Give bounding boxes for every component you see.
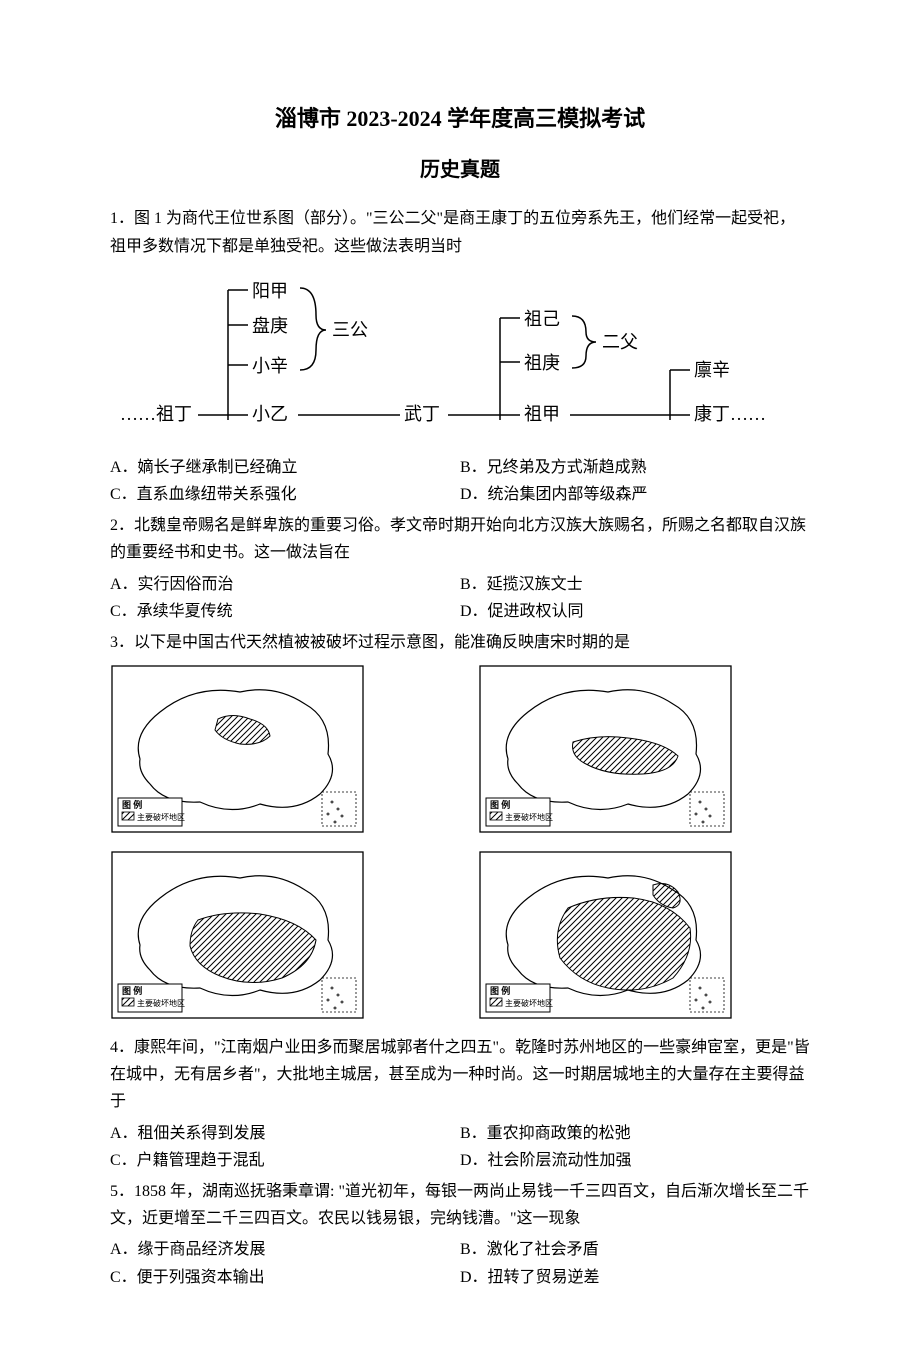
q1-opt-d: D．统治集团内部等级森严 [460, 481, 810, 508]
diag-zujia: 祖甲 [524, 404, 560, 424]
legend-item-b: 主要破坏地区 [505, 812, 553, 822]
q2-opt-b: B．延揽汉族文士 [460, 571, 810, 598]
map-b: 图 例 主要破坏地区 [478, 664, 733, 834]
legend-title-a: 图 例 [122, 799, 142, 810]
legend-item-c: 主要破坏地区 [137, 998, 185, 1008]
q4-opt-b: B．重农抑商政策的松弛 [460, 1120, 810, 1147]
q3-maps: 图 例 主要破坏地区 图 例 主要破坏地区 [110, 664, 810, 1020]
q5-stem: 5．1858 年，湖南巡抚骆秉章谓: "道光初年，每银一两尚止易钱一千三四百文，… [110, 1178, 810, 1232]
diag-zugeng: 祖庚 [524, 353, 560, 373]
diag-erfu: 二父 [602, 332, 638, 352]
q1-options: A．嫡长子继承制已经确立 B．兄终弟及方式渐趋成熟 C．直系血缘纽带关系强化 D… [110, 454, 810, 508]
legend-title-b: 图 例 [490, 799, 510, 810]
q2-options: A．实行因俗而治 B．延揽汉族文士 C．承续华夏传统 D．促进政权认同 [110, 571, 810, 625]
diag-linxin: 廪辛 [694, 360, 730, 380]
diag-wuding: 武丁 [404, 404, 440, 424]
q4-opt-d: D．社会阶层流动性加强 [460, 1147, 810, 1174]
diag-zuji: 祖己 [524, 309, 560, 329]
diag-xiaoyi: 小乙 [252, 404, 288, 424]
q1-opt-b: B．兄终弟及方式渐趋成熟 [460, 454, 810, 481]
legend-item-d: 主要破坏地区 [505, 998, 553, 1008]
diag-yangjia: 阳甲 [252, 281, 288, 301]
q4-opt-a: A．租佃关系得到发展 [110, 1120, 460, 1147]
q2-opt-c: C．承续华夏传统 [110, 598, 460, 625]
q5-opt-a: A．缘于商品经济发展 [110, 1236, 460, 1263]
legend-item-a: 主要破坏地区 [137, 812, 185, 822]
q2-opt-d: D．促进政权认同 [460, 598, 810, 625]
q5-options: A．缘于商品经济发展 B．激化了社会矛盾 C．便于列强资本输出 D．扭转了贸易逆… [110, 1236, 810, 1290]
q4-stem: 4．康熙年间，"江南烟户业田多而聚居城郭者什之四五"。乾隆时苏州地区的一些豪绅宦… [110, 1034, 810, 1116]
diag-zuding-left: ……祖丁 [120, 404, 192, 424]
map-a: 图 例 主要破坏地区 [110, 664, 365, 834]
q1-opt-a: A．嫡长子继承制已经确立 [110, 454, 460, 481]
q1-opt-c: C．直系血缘纽带关系强化 [110, 481, 460, 508]
legend-title-c: 图 例 [122, 985, 142, 996]
map-c: 图 例 主要破坏地区 [110, 850, 365, 1020]
q3-stem: 3．以下是中国古代天然植被被破坏过程示意图，能准确反映唐宋时期的是 [110, 629, 810, 656]
diag-sangong: 三公 [332, 320, 368, 340]
diag-xiaoxin: 小辛 [252, 356, 288, 376]
title-sub: 历史真题 [110, 153, 810, 187]
q2-stem: 2．北魏皇帝赐名是鲜卑族的重要习俗。孝文帝时期开始向北方汉族大族赐名，所赐之名都… [110, 512, 810, 566]
legend-title-d: 图 例 [490, 985, 510, 996]
q1-diagram: ……祖丁 阳甲 盘庚 小辛 小乙 三公 武丁 祖己 祖庚 [110, 270, 810, 440]
q4-options: A．租佃关系得到发展 B．重农抑商政策的松弛 C．户籍管理趋于混乱 D．社会阶层… [110, 1120, 810, 1174]
q5-opt-b: B．激化了社会矛盾 [460, 1236, 810, 1263]
diag-pangeng: 盘庚 [252, 316, 288, 336]
q1-stem: 1．图 1 为商代王位世系图（部分）。"三公二父"是商王康丁的五位旁系先王，他们… [110, 205, 810, 259]
q4-opt-c: C．户籍管理趋于混乱 [110, 1147, 460, 1174]
q5-opt-d: D．扭转了贸易逆差 [460, 1264, 810, 1291]
diag-kangding: 康丁…… [694, 404, 766, 424]
q2-opt-a: A．实行因俗而治 [110, 571, 460, 598]
map-d: 图 例 主要破坏地区 [478, 850, 733, 1020]
title-main: 淄博市 2023-2024 学年度高三模拟考试 [110, 100, 810, 137]
q5-opt-c: C．便于列强资本输出 [110, 1264, 460, 1291]
